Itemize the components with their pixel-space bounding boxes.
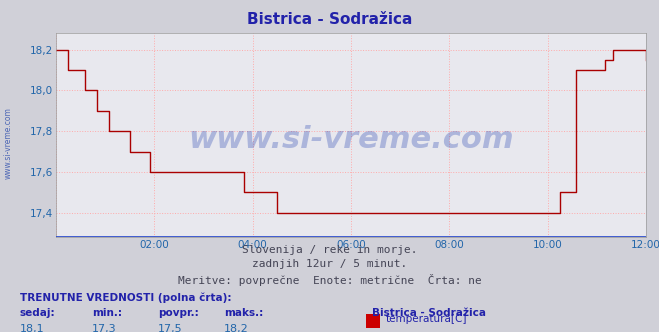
Text: zadnjih 12ur / 5 minut.: zadnjih 12ur / 5 minut. (252, 259, 407, 269)
Text: 17,5: 17,5 (158, 324, 183, 332)
Text: www.si-vreme.com: www.si-vreme.com (4, 107, 13, 179)
Text: Bistrica - Sodražica: Bistrica - Sodražica (247, 12, 412, 27)
Text: Slovenija / reke in morje.: Slovenija / reke in morje. (242, 245, 417, 255)
Text: povpr.:: povpr.: (158, 308, 199, 318)
Text: 18,2: 18,2 (224, 324, 249, 332)
Text: min.:: min.: (92, 308, 123, 318)
Text: Meritve: povprečne  Enote: metrične  Črta: ne: Meritve: povprečne Enote: metrične Črta:… (178, 274, 481, 286)
Text: www.si-vreme.com: www.si-vreme.com (188, 125, 514, 154)
Text: 17,3: 17,3 (92, 324, 117, 332)
Text: sedaj:: sedaj: (20, 308, 55, 318)
Text: 18,1: 18,1 (20, 324, 44, 332)
Text: temperatura[C]: temperatura[C] (386, 314, 467, 324)
Text: maks.:: maks.: (224, 308, 264, 318)
Text: Bistrica - Sodražica: Bistrica - Sodražica (372, 308, 486, 318)
Text: TRENUTNE VREDNOSTI (polna črta):: TRENUTNE VREDNOSTI (polna črta): (20, 293, 231, 303)
